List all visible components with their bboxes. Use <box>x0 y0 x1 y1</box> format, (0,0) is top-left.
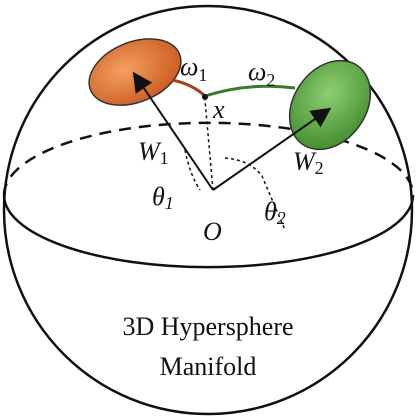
equator-back <box>2 121 415 196</box>
label-omega2: ω2 <box>248 57 275 90</box>
label-omega1: ω1 <box>180 52 207 85</box>
geodesic-1 <box>171 78 207 98</box>
point-x <box>202 94 208 100</box>
label-theta2: θ2 <box>264 197 286 228</box>
label-w1: W1 <box>138 137 169 168</box>
label-theta1: θ1 <box>152 182 174 213</box>
label-origin: O <box>203 217 222 246</box>
caption-line2: Manifold <box>160 352 257 381</box>
vector-x <box>204 99 214 191</box>
vector-w2 <box>212 107 332 191</box>
angle-arc-2 <box>224 157 286 231</box>
label-w2: W2 <box>293 147 324 178</box>
equator-front <box>2 194 415 269</box>
vector-w1 <box>132 71 214 191</box>
label-x: x <box>212 95 225 124</box>
geodesic-2 <box>204 84 296 98</box>
angle-arc-1 <box>184 149 201 191</box>
sphere <box>2 4 414 416</box>
class-region-2 <box>288 59 372 151</box>
caption-line1: 3D Hypersphere <box>122 312 293 341</box>
